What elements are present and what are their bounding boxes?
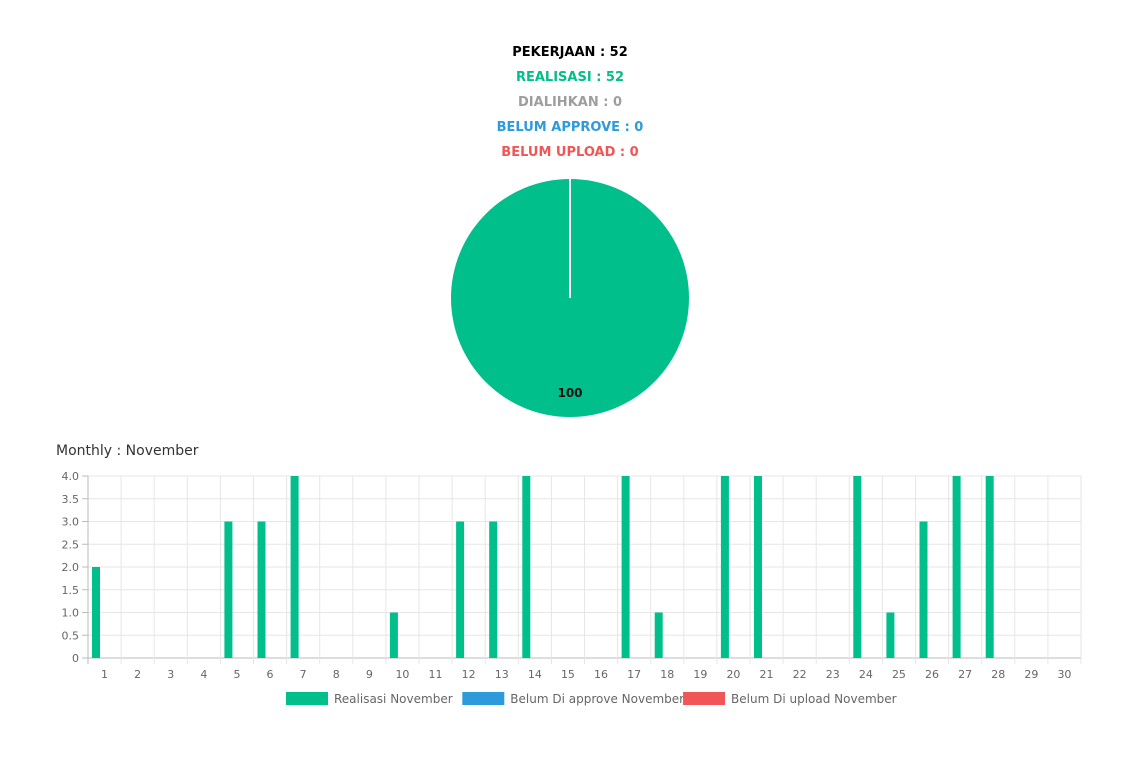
bar bbox=[720, 476, 729, 658]
x-tick-label: 22 bbox=[793, 668, 807, 681]
bar bbox=[456, 521, 465, 658]
legend-swatch bbox=[462, 692, 505, 705]
bar bbox=[92, 567, 100, 658]
x-tick-label: 2 bbox=[134, 668, 141, 681]
x-tick-label: 28 bbox=[991, 668, 1005, 681]
x-tick-label: 3 bbox=[167, 668, 174, 681]
x-tick-label: 23 bbox=[826, 668, 840, 681]
x-tick-label: 21 bbox=[760, 668, 774, 681]
x-tick-label: 26 bbox=[925, 668, 939, 681]
bar bbox=[754, 476, 762, 658]
y-tick-label: 0 bbox=[72, 652, 79, 665]
x-tick-label: 20 bbox=[726, 668, 740, 681]
belum-approve-count: BELUM APPROVE : 0 bbox=[496, 120, 644, 135]
bar bbox=[489, 521, 498, 658]
x-tick-label: 24 bbox=[859, 668, 873, 681]
pie-slice-label: 100 bbox=[557, 386, 582, 400]
x-tick-label: 25 bbox=[892, 668, 906, 681]
bar bbox=[952, 476, 961, 658]
legend-label: Realisasi November bbox=[334, 692, 453, 706]
bar bbox=[621, 476, 630, 658]
y-tick-label: 3.0 bbox=[62, 516, 80, 529]
x-tick-label: 1 bbox=[101, 668, 108, 681]
legend-swatch bbox=[286, 692, 328, 705]
legend-label: Belum Di upload November bbox=[731, 692, 897, 706]
x-tick-label: 27 bbox=[958, 668, 972, 681]
x-tick-label: 4 bbox=[200, 668, 207, 681]
x-tick-label: 13 bbox=[495, 668, 509, 681]
y-tick-label: 4.0 bbox=[62, 470, 80, 483]
bar bbox=[919, 521, 928, 658]
x-tick-label: 7 bbox=[300, 668, 307, 681]
x-tick-label: 8 bbox=[333, 668, 340, 681]
x-tick-label: 5 bbox=[233, 668, 240, 681]
bar bbox=[257, 521, 266, 658]
x-tick-label: 9 bbox=[366, 668, 373, 681]
summary-panel: PEKERJAAN : 52 REALISASI : 52 DIALIHKAN … bbox=[0, 40, 1140, 165]
x-tick-label: 17 bbox=[627, 668, 641, 681]
bar bbox=[290, 476, 299, 658]
y-tick-label: 1.5 bbox=[62, 584, 80, 597]
y-tick-label: 3.5 bbox=[62, 493, 80, 506]
x-tick-label: 29 bbox=[1024, 668, 1038, 681]
dialihkan-count: DIALIHKAN : 0 bbox=[518, 95, 622, 110]
belum-upload-count: BELUM UPLOAD : 0 bbox=[501, 145, 639, 160]
monthly-title: Monthly : November bbox=[56, 443, 199, 459]
x-tick-label: 12 bbox=[462, 668, 476, 681]
x-tick-label: 6 bbox=[267, 668, 274, 681]
x-tick-label: 18 bbox=[660, 668, 674, 681]
y-tick-label: 1.0 bbox=[62, 607, 80, 620]
y-tick-label: 2.0 bbox=[62, 561, 80, 574]
y-tick-label: 2.5 bbox=[62, 538, 80, 551]
y-tick-label: 0.5 bbox=[62, 629, 80, 642]
realisasi-count: REALISASI : 52 bbox=[515, 70, 625, 85]
pie-chart: 100 bbox=[451, 179, 689, 417]
x-tick-label: 14 bbox=[528, 668, 542, 681]
bar bbox=[522, 476, 531, 658]
legend-label: Belum Di approve November bbox=[510, 692, 684, 706]
bar bbox=[886, 612, 895, 658]
x-tick-label: 11 bbox=[429, 668, 443, 681]
monthly-bar-chart: 00.51.01.52.02.53.03.54.01 2 3 4 5 6 7 8 9 10 11 12… bbox=[62, 470, 1082, 706]
legend-swatch bbox=[683, 692, 726, 705]
bar bbox=[853, 476, 862, 658]
bar bbox=[224, 521, 233, 658]
x-tick-label: 30 bbox=[1057, 668, 1071, 681]
bar bbox=[389, 612, 398, 658]
x-tick-label: 15 bbox=[561, 668, 575, 681]
x-tick-label: 16 bbox=[594, 668, 608, 681]
bar bbox=[985, 476, 994, 658]
bar bbox=[654, 612, 663, 658]
x-tick-label: 19 bbox=[693, 668, 707, 681]
x-tick-label: 10 bbox=[395, 668, 409, 681]
pekerjaan-count: PEKERJAAN : 52 bbox=[512, 45, 628, 60]
